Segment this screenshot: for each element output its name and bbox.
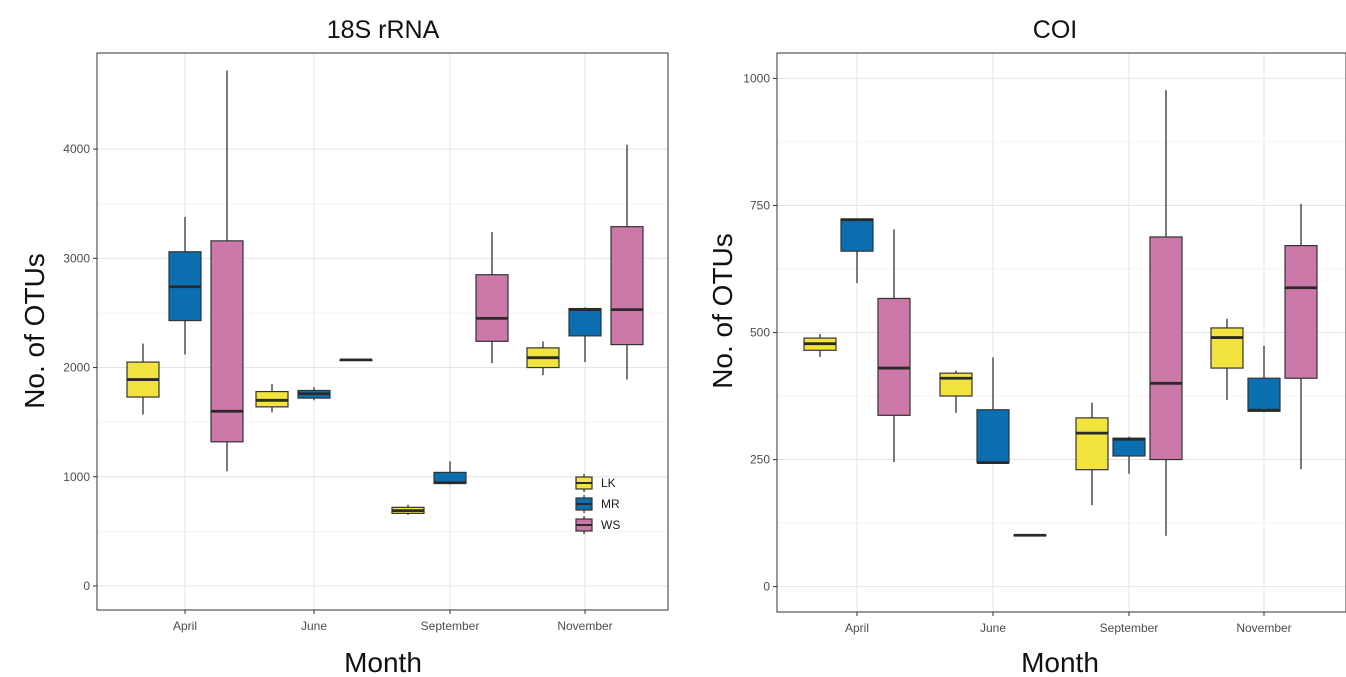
box-WS-November <box>1284 203 1318 470</box>
plot-area-18s: 0 1000 2000 3000 4000 April June September Novem… <box>63 52 669 633</box>
box-WS-June <box>339 358 373 362</box>
box-body <box>610 226 644 346</box>
box-body <box>1149 236 1183 461</box>
box-MR-November <box>1247 345 1281 413</box>
box-WS-September <box>475 232 509 364</box>
box-MR-September <box>1112 436 1146 474</box>
legend-item-MR: MR <box>575 495 620 513</box>
box-WS-September <box>1149 90 1183 536</box>
box-LK-November <box>1210 318 1244 401</box>
box-body <box>568 307 602 337</box>
box-MR-April <box>168 216 202 355</box>
box-MR-June <box>976 357 1010 464</box>
y-tick-label: 500 <box>750 326 770 340</box>
x-tick-label: June <box>980 621 1006 635</box>
panel-18s: 18S rRNA No. of OTUs Month 0 1000 2000 3000… <box>19 16 669 677</box>
x-tick-label: November <box>1236 621 1291 635</box>
legend-label: MR <box>601 497 620 511</box>
y-tick-label: 3000 <box>63 251 90 265</box>
box-MR-September <box>433 461 467 485</box>
box-body <box>840 218 874 252</box>
y-axis-title-coi: No. of OTUs <box>707 233 738 389</box>
box-WS-June <box>1013 533 1047 537</box>
box-LK-June <box>939 370 973 413</box>
x-tick-label: April <box>845 621 869 635</box>
box-LK-April <box>126 343 160 415</box>
box-WS-April <box>877 229 911 463</box>
box-body <box>1284 245 1318 379</box>
x-tick-label: September <box>1100 621 1159 635</box>
panel-border <box>96 52 669 611</box>
box-LK-November <box>526 341 560 376</box>
x-tick-label: June <box>301 619 327 633</box>
box-MR-November <box>568 307 602 363</box>
y-tick-label: 0 <box>763 580 770 594</box>
box-body <box>877 297 911 416</box>
x-tick-label: April <box>173 619 197 633</box>
panel-title-coi: COI <box>1033 16 1077 44</box>
x-axis-title-18s: Month <box>344 647 422 677</box>
y-tick-label: 0 <box>83 579 90 593</box>
y-tick-label: 4000 <box>63 142 90 156</box>
y-tick-label: 2000 <box>63 361 90 375</box>
x-tick-label: November <box>557 619 612 633</box>
y-tick-label: 750 <box>750 198 770 212</box>
box-LK-September <box>391 504 425 515</box>
plot-area-coi: 0 250 500 750 1000 April June September November <box>743 52 1346 635</box>
y-axis-title-18s: No. of OTUs <box>19 253 50 409</box>
box-body <box>939 372 973 397</box>
box-MR-June <box>297 387 331 401</box>
x-axis-title-coi: Month <box>1021 647 1099 677</box>
box-body <box>976 409 1010 464</box>
x-tick-label: September <box>421 619 480 633</box>
panel-title-18s: 18S rRNA <box>327 16 440 44</box>
box-body <box>475 274 509 342</box>
panel-coi: COI No. of OTUs Month 0 250 500 750 1000 Apri… <box>707 16 1346 677</box>
box-body <box>210 240 244 443</box>
box-body <box>1112 437 1146 457</box>
box-WS-November <box>610 144 644 380</box>
box-MR-April <box>840 218 874 284</box>
legend: LK MR WS <box>575 474 620 534</box>
legend-item-LK: LK <box>575 474 616 492</box>
box-body <box>1247 377 1281 412</box>
legend-label: WS <box>601 518 620 532</box>
box-WS-April <box>210 70 244 472</box>
legend-label: LK <box>601 476 616 490</box>
box-body <box>1210 327 1244 369</box>
legend-item-WS: WS <box>575 516 620 534</box>
box-LK-April <box>803 334 837 357</box>
y-tick-label: 1000 <box>63 470 90 484</box>
y-tick-label: 250 <box>750 453 770 467</box>
box-body <box>1075 417 1109 471</box>
y-tick-label: 1000 <box>743 71 770 85</box>
box-LK-June <box>255 383 289 413</box>
box-LK-September <box>1075 402 1109 506</box>
